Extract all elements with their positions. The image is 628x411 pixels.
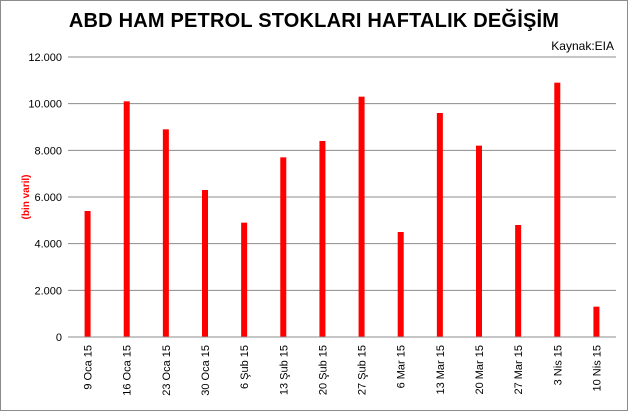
bar <box>84 211 91 337</box>
x-tick-label: 6 Şub 15 <box>239 345 251 389</box>
bar <box>280 157 287 337</box>
y-tick-label: 8.000 <box>34 145 62 157</box>
y-axis-label: (bin varil) <box>21 174 32 219</box>
y-tick-label: 12.000 <box>28 52 62 64</box>
y-tick-label: 6.000 <box>34 192 62 204</box>
x-tick-label: 20 Şub 15 <box>317 345 329 395</box>
bar <box>476 145 482 337</box>
bar <box>436 113 443 337</box>
bars <box>84 82 600 338</box>
bar <box>319 141 326 337</box>
x-tick-label: 30 Oca 15 <box>200 345 212 396</box>
x-tick-label: 6 Mar 15 <box>396 345 408 388</box>
bar <box>162 129 169 337</box>
y-tick-label: 10.000 <box>28 99 62 111</box>
x-tick-label: 23 Oca 15 <box>161 345 173 396</box>
bar <box>593 306 600 337</box>
chart-title: ABD HAM PETROL STOKLARI HAFTALIK DEĞİŞİM <box>68 10 560 32</box>
x-tick-label: 20 Mar 15 <box>474 345 486 395</box>
x-tick-label: 27 Mar 15 <box>513 345 525 395</box>
y-tick-label: 0 <box>56 332 62 344</box>
bar <box>358 96 365 338</box>
y-tick-labels: 0 2.000 4.000 6.000 8.000 10.000 12.000 <box>28 52 62 344</box>
grid-lines <box>68 56 616 291</box>
x-tick-labels: 9 Oca 15 16 Oca 15 23 Oca 15 30 Oca 15 6 Şub… <box>83 345 604 396</box>
x-tick-label: 9 Oca 15 <box>83 345 95 390</box>
y-tick-label: 2.000 <box>34 285 62 297</box>
x-tick-label: 16 Oca 15 <box>122 345 134 396</box>
bar <box>202 190 208 337</box>
bar <box>515 225 522 337</box>
chart-source: Kaynak:EIA <box>551 39 614 53</box>
x-tick-label: 10 Nis 15 <box>591 345 603 391</box>
bar <box>554 82 561 338</box>
x-tick-label: 13 Şub 15 <box>278 345 290 395</box>
bar <box>123 101 130 337</box>
x-tick-label: 3 Nis 15 <box>552 345 564 385</box>
bar <box>397 232 404 337</box>
bar <box>241 222 248 337</box>
y-tick-label: 4.000 <box>34 239 62 251</box>
x-tick-label: 27 Şub 15 <box>357 345 369 395</box>
x-tick-label: 13 Mar 15 <box>435 345 447 395</box>
